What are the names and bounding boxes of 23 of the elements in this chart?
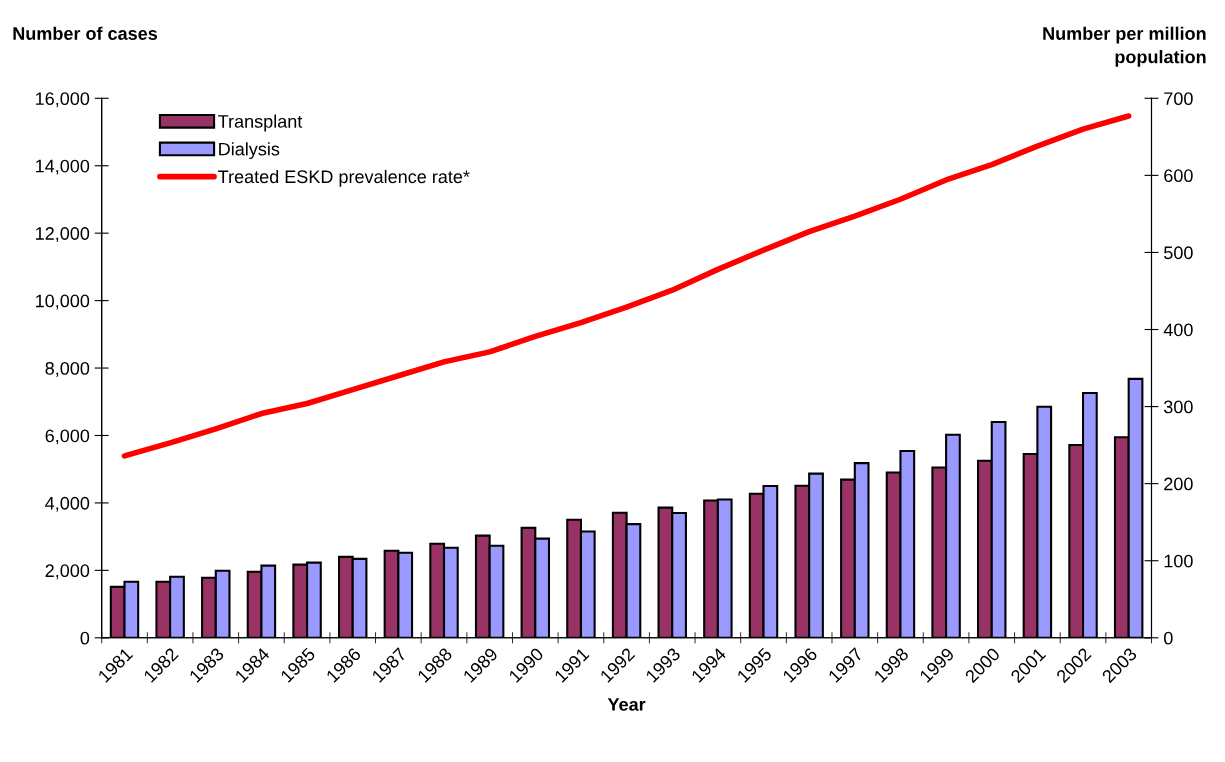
y-tick-label: 14,000 bbox=[36, 159, 90, 175]
y2-tick-label: 300 bbox=[1163, 400, 1193, 414]
y-tick-label: 4,000 bbox=[45, 496, 90, 512]
y2-axis-title: Number per million population bbox=[1043, 26, 1206, 67]
y-tick-label: 10,000 bbox=[36, 294, 90, 310]
y2-tick-label: 0 bbox=[1164, 631, 1173, 645]
y-tick-label: 2,000 bbox=[45, 564, 90, 580]
y2-tick-label: 600 bbox=[1164, 169, 1193, 183]
y2-tick-label: 400 bbox=[1163, 323, 1193, 337]
y2-tick-label: 100 bbox=[1164, 554, 1193, 568]
y-tick-label: 16,000 bbox=[36, 92, 90, 108]
y-tick-label: 8,000 bbox=[45, 361, 90, 377]
y-tick-label: 0 bbox=[80, 631, 90, 645]
y-tick-label: 12,000 bbox=[36, 227, 90, 243]
x-axis-title: Year bbox=[607, 698, 646, 711]
y2-tick-label: 200 bbox=[1164, 477, 1193, 491]
legend-label: Dialysis bbox=[219, 142, 280, 160]
legend-label: Transplant bbox=[218, 114, 303, 132]
y2-tick-label: 700 bbox=[1164, 92, 1193, 106]
legend-label: Treated ESKD prevalence rate* bbox=[218, 169, 470, 187]
y2-tick-label: 500 bbox=[1164, 246, 1193, 260]
y-axis-title: Number of cases bbox=[13, 26, 158, 40]
y-tick-label: 6,000 bbox=[45, 429, 90, 445]
